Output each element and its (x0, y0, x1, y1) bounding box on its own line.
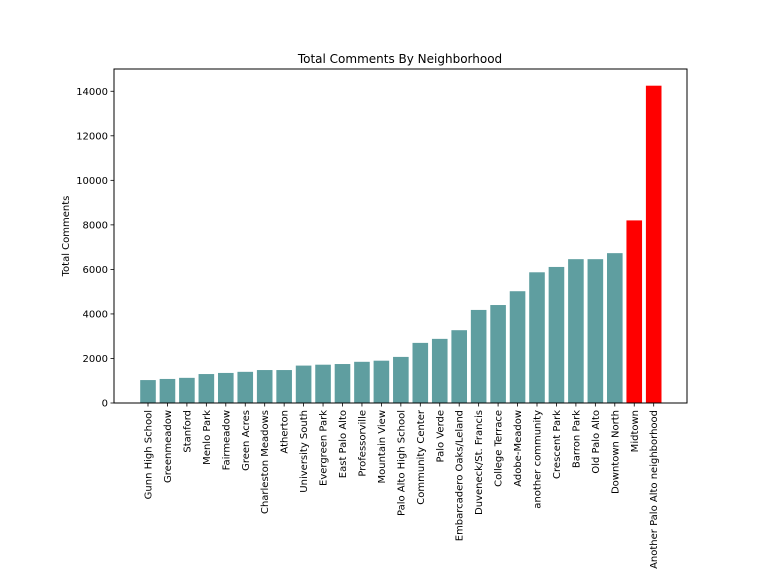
y-tick-label-5: 10000 (76, 176, 108, 187)
x-tick-label-9: Evergreen Park (319, 410, 330, 486)
plot-frame (113, 68, 688, 404)
x-tick-label-0: Gunn High School (144, 410, 155, 499)
bar-24 (607, 253, 623, 403)
x-tick-label-17: Duveneck/St. Francis (474, 410, 485, 515)
x-tick-label-21: Crescent Park (552, 410, 563, 479)
bar-17 (470, 309, 487, 403)
bar-8 (295, 365, 312, 403)
bar-7 (276, 370, 292, 403)
bar-18 (490, 305, 506, 403)
bar-26 (645, 85, 662, 403)
bar-1 (159, 378, 176, 403)
x-tick-label-26: Another Palo Alto neighborhood (649, 410, 660, 569)
x-tick-label-3: Menlo Park (202, 410, 213, 465)
y-tick-label-1: 2000 (83, 354, 108, 365)
bar-10 (334, 364, 351, 403)
y-tick-label-4: 8000 (83, 220, 108, 231)
x-tick-label-23: Old Palo Alto (591, 410, 602, 474)
y-axis-label: Total Comments (61, 196, 72, 278)
y-tick-label-2: 4000 (83, 309, 108, 320)
bar-15 (431, 338, 448, 403)
x-tick-label-7: Atherton (280, 410, 291, 454)
x-tick-label-25: Midtown (630, 410, 641, 452)
x-tick-label-16: Embarcadero Oaks/Leland (455, 410, 466, 541)
x-tick-label-24: Downtown North (610, 410, 621, 494)
y-tick-label-7: 14000 (76, 87, 108, 98)
x-tick-label-10: East Palo Alto (338, 410, 349, 478)
x-tick-label-19: Adobe-Meadow (513, 410, 524, 487)
bar-6 (256, 370, 273, 403)
bar-22 (568, 259, 584, 403)
chart-title: Total Comments By Neighborhood (297, 52, 502, 66)
y-tick-label-3: 6000 (83, 265, 108, 276)
x-tick-label-20: another community (533, 410, 544, 509)
bar-9 (315, 364, 331, 403)
x-tick-label-11: Professorville (357, 410, 368, 477)
x-tick-label-22: Barron Park (571, 410, 582, 468)
bar-5 (237, 371, 254, 403)
bar-19 (509, 291, 526, 403)
bar-2 (179, 377, 195, 403)
bar-12 (373, 360, 390, 403)
bar-16 (451, 330, 467, 403)
bar-14 (412, 342, 429, 403)
x-tick-label-1: Greenmeadow (163, 410, 174, 483)
y-tick-label-6: 12000 (76, 131, 108, 142)
bar-3 (198, 374, 215, 403)
y-axis-ticks: 0 2000 4000 6000 8000 10000 12000 14000 (76, 87, 114, 410)
bar-23 (587, 259, 604, 403)
x-tick-label-4: Fairmeadow (221, 410, 232, 470)
y-tick-label-0: 0 (102, 399, 108, 410)
x-tick-label-18: College Terrace (494, 410, 505, 487)
bar-0 (140, 380, 156, 403)
bar-20 (529, 272, 545, 403)
x-tick-label-14: Community Center (416, 409, 427, 505)
bar-25 (626, 220, 643, 403)
x-tick-label-2: Stanford (182, 410, 193, 453)
x-tick-label-12: Mountain View (377, 410, 388, 484)
bar-13 (393, 356, 409, 403)
x-tick-label-5: Green Acres (241, 410, 252, 471)
x-tick-label-6: Charleston Meadows (260, 410, 271, 514)
bars-group (140, 85, 662, 403)
x-tick-label-13: Palo Alto High School (396, 410, 407, 516)
x-axis-ticks: Gunn High School Greenmeadow Stanford Menlo… (144, 403, 660, 569)
x-tick-label-8: University South (299, 410, 310, 493)
bar-21 (548, 266, 565, 403)
bar-4 (218, 372, 234, 403)
bar-11 (354, 361, 370, 403)
x-tick-label-15: Palo Verde (435, 410, 446, 462)
